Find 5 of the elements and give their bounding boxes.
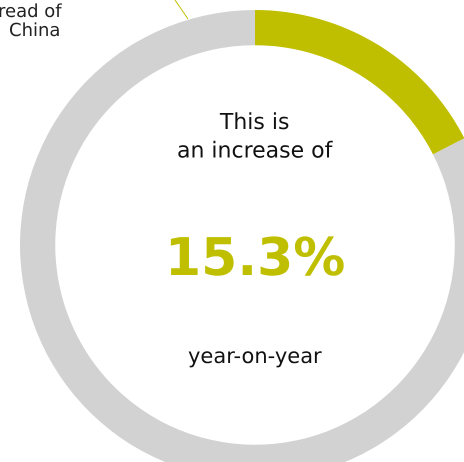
text: China — [9, 20, 60, 41]
text: year-on-year — [188, 344, 322, 368]
text: This is an increase of — [177, 110, 334, 164]
text: 15.3% — [165, 228, 346, 288]
text: read of — [0, 1, 62, 22]
